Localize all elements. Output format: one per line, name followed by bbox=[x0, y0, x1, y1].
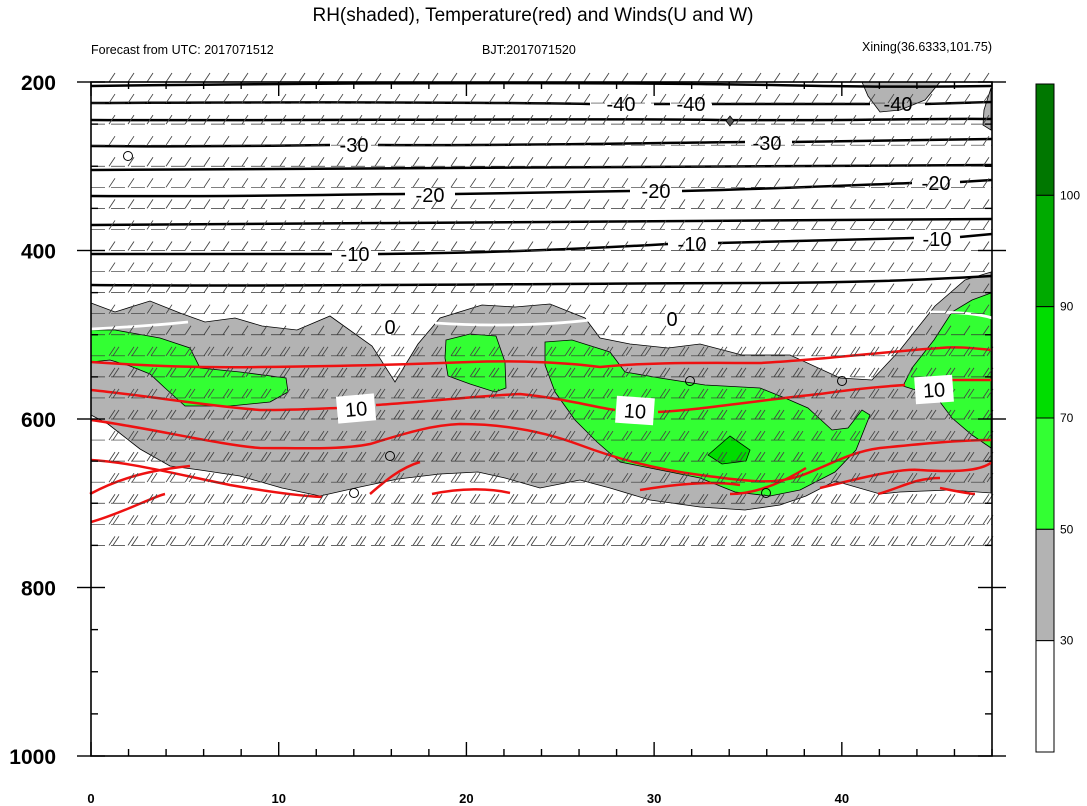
contour-label: -40 bbox=[677, 94, 706, 116]
temperature-contours-cold bbox=[90, 81, 993, 287]
contour-label: 0 bbox=[384, 317, 395, 339]
colorbar-label: 30 bbox=[1060, 634, 1074, 648]
contour-labels-black: -40 -40 -40 -30 -30 -20 -20 -20 -10 -10 … bbox=[340, 94, 952, 266]
contour-labels-freezing: 0 0 bbox=[384, 309, 677, 339]
contour-label: 10 bbox=[623, 400, 647, 423]
x-tick-label: 0 bbox=[87, 791, 94, 806]
x-tick-label: 10 bbox=[271, 791, 285, 806]
colorbar-label: 100 bbox=[1060, 188, 1080, 202]
contour-label: -10 bbox=[923, 229, 952, 251]
y-tick-label: 1000 bbox=[9, 746, 56, 769]
x-tick-label: 30 bbox=[647, 791, 661, 806]
rh-shade-darkgreen bbox=[707, 435, 751, 465]
contour-label: -10 bbox=[341, 244, 370, 266]
contour-label: -10 bbox=[678, 234, 707, 256]
colorbar-swatch bbox=[1035, 528, 1055, 642]
axis-ticks bbox=[77, 81, 1006, 757]
calm-wind-markers bbox=[123, 151, 847, 498]
x-tick-label: 40 bbox=[835, 791, 849, 806]
bjt-label: BJT:2017071520 bbox=[482, 43, 576, 57]
contour-label: -20 bbox=[416, 185, 445, 207]
contour-label: -30 bbox=[340, 135, 369, 157]
x-tick-label: 20 bbox=[459, 791, 473, 806]
colorbar-swatch bbox=[1035, 194, 1055, 308]
colorbar: 30 50 70 90 100 bbox=[1035, 83, 1080, 753]
y-tick-label: 800 bbox=[21, 578, 56, 601]
contour-label: -40 bbox=[884, 94, 913, 116]
colorbar-label: 70 bbox=[1060, 411, 1074, 425]
y-tick-label: 600 bbox=[21, 409, 56, 432]
rh-shade-green bbox=[544, 339, 871, 497]
contour-label: -30 bbox=[753, 133, 782, 155]
chart-title: RH(shaded), Temperature(red) and Winds(U… bbox=[312, 5, 753, 26]
colorbar-swatch bbox=[1035, 306, 1055, 419]
contour-label: -20 bbox=[642, 181, 671, 203]
colorbar-swatch bbox=[1035, 83, 1055, 196]
contour-label: 10 bbox=[344, 398, 368, 422]
y-tick-label: 200 bbox=[21, 72, 56, 95]
marker bbox=[725, 115, 735, 127]
forecast-label: Forecast from UTC: 2017071512 bbox=[91, 43, 274, 57]
station-label: Xining(36.6333,101.75) bbox=[862, 40, 992, 54]
y-tick-label: 400 bbox=[21, 241, 56, 264]
wind-barbs bbox=[108, 72, 994, 546]
freezing-line bbox=[90, 310, 993, 331]
contour-label: 10 bbox=[922, 379, 946, 402]
contour-labels-warm: 10 10 10 bbox=[335, 374, 954, 426]
colorbar-label: 50 bbox=[1060, 522, 1074, 536]
colorbar-swatch bbox=[1035, 640, 1055, 753]
contour-label: -40 bbox=[607, 94, 636, 116]
contour-label: 0 bbox=[666, 309, 677, 331]
colorbar-label: 90 bbox=[1060, 300, 1074, 314]
contour-label: -20 bbox=[922, 173, 951, 195]
plot-area: -40 -40 -40 -30 -30 -20 -20 -20 -10 -10 … bbox=[9, 72, 1006, 806]
colorbar-swatch bbox=[1035, 417, 1055, 530]
